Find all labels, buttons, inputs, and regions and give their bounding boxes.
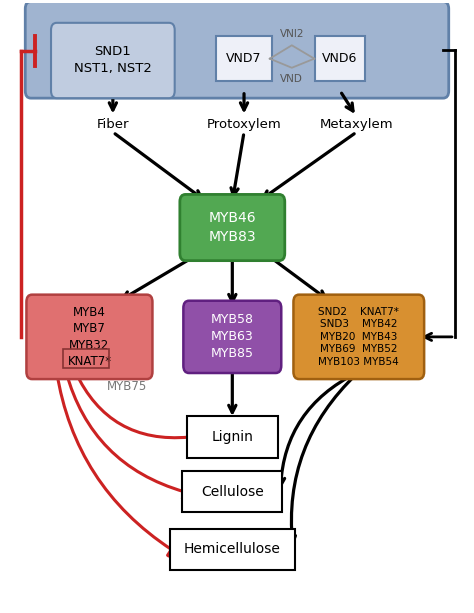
Text: MYB46
MYB83: MYB46 MYB83 — [209, 211, 256, 244]
Text: VND7: VND7 — [226, 52, 262, 65]
Text: Fiber: Fiber — [97, 118, 129, 131]
Text: MYB75: MYB75 — [107, 381, 147, 394]
Text: Hemicellulose: Hemicellulose — [184, 543, 281, 557]
FancyBboxPatch shape — [315, 37, 365, 81]
Text: VND: VND — [280, 74, 303, 84]
Text: Lignin: Lignin — [211, 430, 253, 444]
Text: MYB4
MYB7
MYB32
KNAT7*: MYB4 MYB7 MYB32 KNAT7* — [67, 306, 111, 368]
FancyBboxPatch shape — [182, 471, 282, 512]
FancyBboxPatch shape — [217, 37, 272, 81]
FancyBboxPatch shape — [27, 295, 153, 379]
Text: SND2    KNAT7*
SND3    MYB42
MYB20  MYB43
MYB69  MYB52
MYB103 MYB54: SND2 KNAT7* SND3 MYB42 MYB20 MYB43 MYB69… — [319, 307, 399, 367]
Text: Cellulose: Cellulose — [201, 485, 264, 499]
FancyBboxPatch shape — [187, 416, 277, 458]
FancyBboxPatch shape — [183, 301, 281, 373]
Text: Metaxylem: Metaxylem — [319, 118, 393, 131]
Text: VNI2: VNI2 — [280, 29, 304, 39]
Text: MYB58
MYB63
MYB85: MYB58 MYB63 MYB85 — [211, 313, 254, 360]
FancyBboxPatch shape — [180, 194, 285, 261]
Text: Protoxylem: Protoxylem — [207, 118, 282, 131]
FancyBboxPatch shape — [25, 2, 449, 98]
FancyBboxPatch shape — [51, 23, 175, 98]
Text: VND6: VND6 — [322, 52, 358, 65]
FancyBboxPatch shape — [170, 529, 295, 570]
Text: SND1
NST1, NST2: SND1 NST1, NST2 — [74, 45, 152, 75]
FancyBboxPatch shape — [293, 295, 424, 379]
